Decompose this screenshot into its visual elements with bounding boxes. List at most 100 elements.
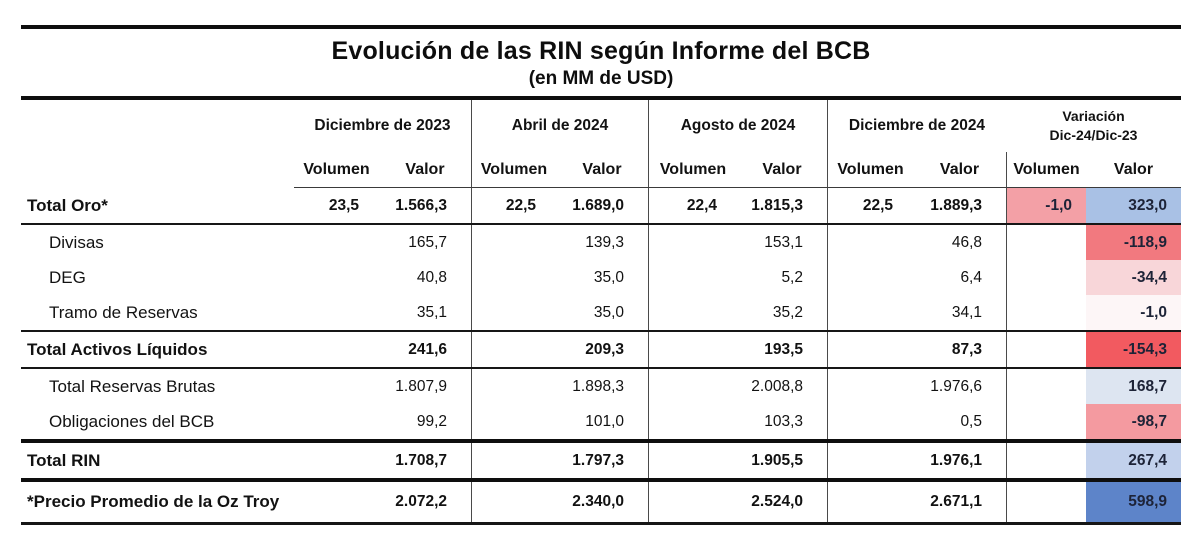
- cell-variacion-valor: -154,3: [1086, 332, 1181, 367]
- cell-variacion-volumen: [1006, 260, 1086, 295]
- cell-dic23-valor: 165,7: [408, 233, 447, 251]
- valor-header: Valor: [913, 152, 1006, 188]
- cell-dic23-valor: 40,8: [416, 268, 447, 286]
- page-title: Evolución de las RIN según Informe del B…: [331, 37, 871, 65]
- cell-ago24-volumen: [648, 260, 737, 295]
- cell-abr24-valor: 101,0: [585, 412, 624, 430]
- row-label: Total RIN: [27, 450, 101, 470]
- variacion-label-line1: Variación: [1062, 108, 1125, 125]
- cell-variacion-volumen: [1006, 225, 1086, 260]
- cell-abr24-valor: 1.797,3: [572, 451, 624, 469]
- subheader-spacer: [21, 152, 294, 188]
- cell-variacion-volumen: [1006, 369, 1086, 404]
- page-subtitle: (en MM de USD): [528, 68, 674, 89]
- cell-dic24-valor: 1.889,3: [930, 196, 982, 214]
- variacion-label-line2: Dic-24/Dic-23: [1049, 127, 1138, 143]
- cell-dic24-valor: 6,4: [960, 268, 982, 286]
- cell-abr24-valor: 209,3: [585, 340, 624, 358]
- volumen-header: Volumen: [827, 152, 913, 188]
- valor-header: Valor: [737, 152, 827, 188]
- cell-abr24-valor: 35,0: [593, 268, 624, 286]
- cell-ago24-valor: 1.815,3: [751, 196, 803, 214]
- cell-dic24-valor: 34,1: [951, 303, 982, 321]
- row-label: Total Reservas Brutas: [49, 376, 216, 396]
- cell-abr24-volumen: 22,5: [471, 188, 556, 223]
- row-label: *Precio Promedio de la Oz Troy: [27, 492, 280, 511]
- cell-dic24-volumen: [827, 369, 913, 404]
- row-label: DEG: [49, 267, 86, 287]
- cell-abr24-valor: 139,3: [585, 233, 624, 251]
- cell-dic23-volumen: [294, 225, 379, 260]
- cell-dic24-volumen: [827, 443, 913, 478]
- cell-dic23-valor: 241,6: [408, 340, 447, 358]
- cell-abr24-valor: 1.689,0: [572, 196, 624, 214]
- cell-dic23-valor: 99,2: [416, 412, 447, 430]
- top-rule: [21, 25, 1181, 29]
- cell-dic24-valor: 1.976,1: [930, 451, 982, 469]
- cell-dic23-volumen: [294, 443, 379, 478]
- column-group-header-row: Diciembre de 2023 Abril de 2024 Agosto d…: [21, 100, 1181, 152]
- valor-header: Valor: [379, 152, 471, 188]
- cell-dic23-valor: 2.072,2: [395, 493, 447, 510]
- cell-ago24-volumen: [648, 225, 737, 260]
- volumen-header: Volumen: [1006, 152, 1086, 188]
- cell-ago24-valor: 5,2: [781, 268, 803, 286]
- cell-abr24-volumen: [471, 443, 556, 478]
- cell-dic24-valor: 1.976,6: [930, 377, 982, 395]
- cell-dic23-valor: 1.807,9: [395, 377, 447, 395]
- table-row: Tramo de Reservas 35,1 35,0 35,2 34,1 -1,0: [21, 295, 1181, 332]
- cell-variacion-volumen: [1006, 404, 1086, 439]
- volumen-header: Volumen: [648, 152, 737, 188]
- column-group-dic-2023: Diciembre de 2023: [314, 117, 451, 134]
- cell-dic24-volumen: [827, 225, 913, 260]
- table-row: DEG 40,8 35,0 5,2 6,4 -34,4: [21, 260, 1181, 295]
- table-row: *Precio Promedio de la Oz Troy 2.072,2 2.3…: [21, 482, 1181, 525]
- cell-ago24-valor: 193,5: [764, 340, 803, 358]
- table-row: Total Reservas Brutas 1.807,9 1.898,3 2.008…: [21, 369, 1181, 404]
- cell-ago24-volumen: 22,4: [648, 188, 737, 223]
- cell-ago24-valor: 2.008,8: [751, 377, 803, 395]
- cell-ago24-volumen: [648, 482, 737, 522]
- column-group-variacion: Variación Dic-24/Dic-23: [1006, 100, 1181, 152]
- cell-variacion-valor: 168,7: [1086, 369, 1181, 404]
- row-label: Total Activos Líquidos: [27, 339, 208, 359]
- table-row: Total RIN 1.708,7 1.797,3 1.905,5 1.976,1 267…: [21, 443, 1181, 482]
- cell-dic24-volumen: [827, 404, 913, 439]
- cell-ago24-valor: 35,2: [772, 303, 803, 321]
- row-label: Tramo de Reservas: [49, 302, 198, 322]
- cell-abr24-volumen: [471, 295, 556, 330]
- cell-variacion-valor: 323,0: [1086, 188, 1181, 223]
- cell-ago24-volumen: [648, 295, 737, 330]
- cell-dic24-valor: 87,3: [951, 340, 982, 358]
- corner-spacer: [21, 100, 294, 152]
- cell-variacion-volumen: [1006, 295, 1086, 330]
- table-row: Obligaciones del BCB 99,2 101,0 103,3 0,5 -98…: [21, 404, 1181, 443]
- row-label: Divisas: [49, 232, 104, 252]
- cell-variacion-volumen: -1,0: [1006, 188, 1086, 223]
- cell-dic23-valor: 1.708,7: [395, 451, 447, 469]
- cell-ago24-valor: 2.524,0: [751, 493, 803, 510]
- cell-variacion-valor: -34,4: [1086, 260, 1181, 295]
- column-group-dic-2024: Diciembre de 2024: [827, 100, 1006, 152]
- cell-dic24-valor: 0,5: [960, 412, 982, 430]
- cell-dic23-volumen: [294, 295, 379, 330]
- cell-abr24-valor: 35,0: [593, 303, 624, 321]
- table-row: Total Oro* 23,5 1.566,3 22,5 1.689,0 22,4 1.81…: [21, 188, 1181, 225]
- cell-dic23-valor: 1.566,3: [395, 196, 447, 214]
- subheader-row: Volumen Valor Volumen Valor Volumen Valo…: [21, 152, 1181, 188]
- row-label: Total Oro*: [27, 195, 108, 215]
- cell-dic23-volumen: [294, 482, 379, 522]
- column-group-ago-2024: Agosto de 2024: [648, 100, 827, 152]
- column-group-abr-2024: Abril de 2024: [471, 100, 648, 152]
- cell-variacion-valor: 267,4: [1086, 443, 1181, 478]
- cell-ago24-volumen: [648, 404, 737, 439]
- cell-dic24-volumen: 22,5: [827, 188, 913, 223]
- cell-abr24-volumen: [471, 482, 556, 522]
- cell-dic23-volumen: [294, 260, 379, 295]
- row-label: Obligaciones del BCB: [49, 411, 215, 431]
- cell-ago24-valor: 153,1: [764, 233, 803, 251]
- cell-variacion-valor: -98,7: [1086, 404, 1181, 439]
- cell-dic23-valor: 35,1: [416, 303, 447, 321]
- cell-ago24-valor: 1.905,5: [751, 451, 803, 469]
- table-body: Total Oro* 23,5 1.566,3 22,5 1.689,0 22,4 1.81…: [21, 188, 1181, 525]
